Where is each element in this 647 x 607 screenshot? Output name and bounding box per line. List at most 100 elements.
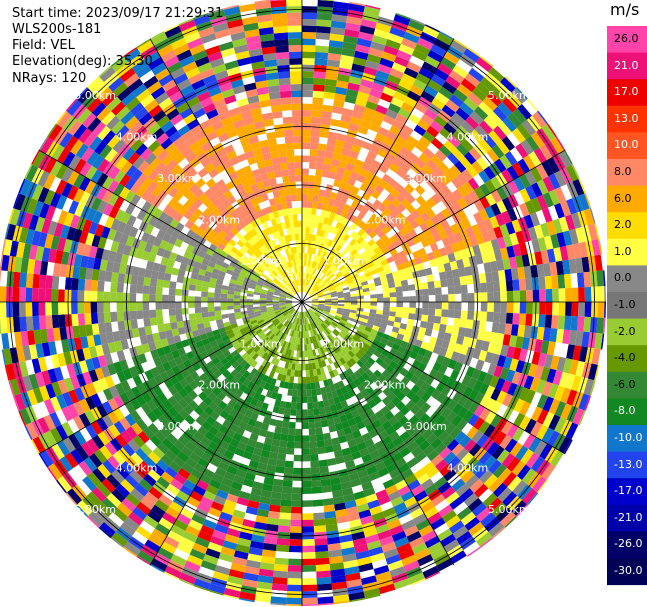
- range-gate: [144, 223, 155, 235]
- range-gate: [25, 359, 35, 376]
- range-gate: [377, 230, 386, 239]
- range-gate: [198, 193, 209, 204]
- range-gate: [302, 142, 311, 150]
- range-gate: [152, 144, 165, 158]
- range-gate: [193, 198, 204, 209]
- range-gate: [181, 446, 193, 458]
- range-gate: [552, 370, 563, 386]
- range-gate: [513, 191, 525, 206]
- range-gate: [199, 333, 208, 341]
- range-gate: [163, 535, 180, 549]
- range-gate: [428, 288, 436, 296]
- range-gate: [116, 221, 127, 234]
- range-gate: [311, 295, 318, 299]
- range-gate: [518, 278, 527, 291]
- range-gate: [279, 505, 292, 514]
- range-gate: [450, 550, 467, 564]
- range-gate: [293, 350, 297, 358]
- range-gate: [302, 571, 317, 579]
- range-gate: [313, 525, 327, 533]
- range-gate: [160, 137, 173, 150]
- range-gate: [246, 304, 254, 308]
- range-gate: [126, 214, 137, 227]
- range-gate: [383, 297, 390, 302]
- range-gate: [420, 391, 432, 403]
- range-gate: [144, 439, 158, 452]
- range-gate: [583, 378, 595, 396]
- range-gate: [388, 178, 399, 189]
- range-gate: [279, 400, 287, 409]
- range-gate: [195, 317, 204, 325]
- range-gate: [435, 459, 448, 472]
- range-gate: [242, 165, 252, 175]
- range-gate: [195, 312, 203, 319]
- range-gate: [225, 165, 236, 176]
- range-gate: [313, 77, 326, 86]
- range-gate: [341, 547, 356, 556]
- range-gate: [489, 215, 500, 229]
- range-gate: [323, 309, 331, 313]
- range-gate: [185, 525, 201, 537]
- range-gate: [315, 564, 331, 572]
- range-gate: [302, 487, 313, 494]
- range-gate: [51, 207, 63, 223]
- range-gate: [375, 357, 384, 366]
- range-gate: [204, 162, 216, 173]
- range-gate: [587, 223, 598, 241]
- range-gate: [437, 430, 450, 443]
- range-gate: [541, 463, 556, 480]
- range-gate: [286, 284, 292, 290]
- range-gate: [311, 362, 317, 370]
- range-gate: [350, 116, 362, 126]
- range-gate: [317, 340, 322, 348]
- range-gate: [372, 272, 380, 279]
- range-gate: [309, 369, 314, 377]
- range-gate: [558, 302, 566, 316]
- range-gate: [269, 315, 277, 320]
- range-gate: [58, 276, 66, 290]
- range-gate: [264, 280, 271, 286]
- range-gate: [245, 506, 259, 516]
- range-gate: [207, 202, 218, 213]
- range-gate: [241, 244, 249, 252]
- range-gate: [314, 421, 322, 429]
- range-gate: [307, 288, 312, 294]
- range-gate: [344, 459, 356, 469]
- range-gate: [512, 108, 527, 124]
- range-gate: [340, 195, 349, 204]
- range-gate: [317, 143, 327, 151]
- range-gate: [406, 457, 419, 469]
- range-gate: [434, 371, 445, 382]
- range-gate: [428, 170, 440, 183]
- range-gate: [104, 148, 118, 163]
- range-gate: [262, 284, 270, 290]
- range-gate: [312, 103, 323, 112]
- range-gate: [214, 297, 221, 302]
- range-gate: [278, 332, 284, 339]
- range-gate: [247, 290, 255, 295]
- range-gate: [359, 261, 367, 268]
- range-gate: [316, 202, 323, 210]
- range-gate: [447, 234, 457, 245]
- range-gate: [157, 149, 170, 162]
- range-gate: [527, 363, 538, 378]
- range-gate: [267, 340, 274, 347]
- range-gate: [281, 486, 293, 494]
- range-gate: [319, 272, 325, 280]
- range-gate: [366, 53, 382, 64]
- range-gate: [322, 276, 329, 283]
- range-gate: [429, 242, 439, 252]
- range-gate: [73, 415, 86, 431]
- range-gate: [244, 472, 256, 482]
- range-gate: [78, 266, 87, 280]
- range-gate: [565, 422, 579, 440]
- range-gate: [536, 179, 549, 195]
- range-gate: [462, 181, 474, 194]
- range-gate: [490, 400, 503, 415]
- range-gate: [188, 307, 196, 314]
- range-gate: [393, 321, 401, 329]
- range-gate: [306, 273, 310, 280]
- range-gate: [439, 144, 452, 158]
- range-gate: [38, 288, 46, 302]
- range-gate: [285, 269, 291, 276]
